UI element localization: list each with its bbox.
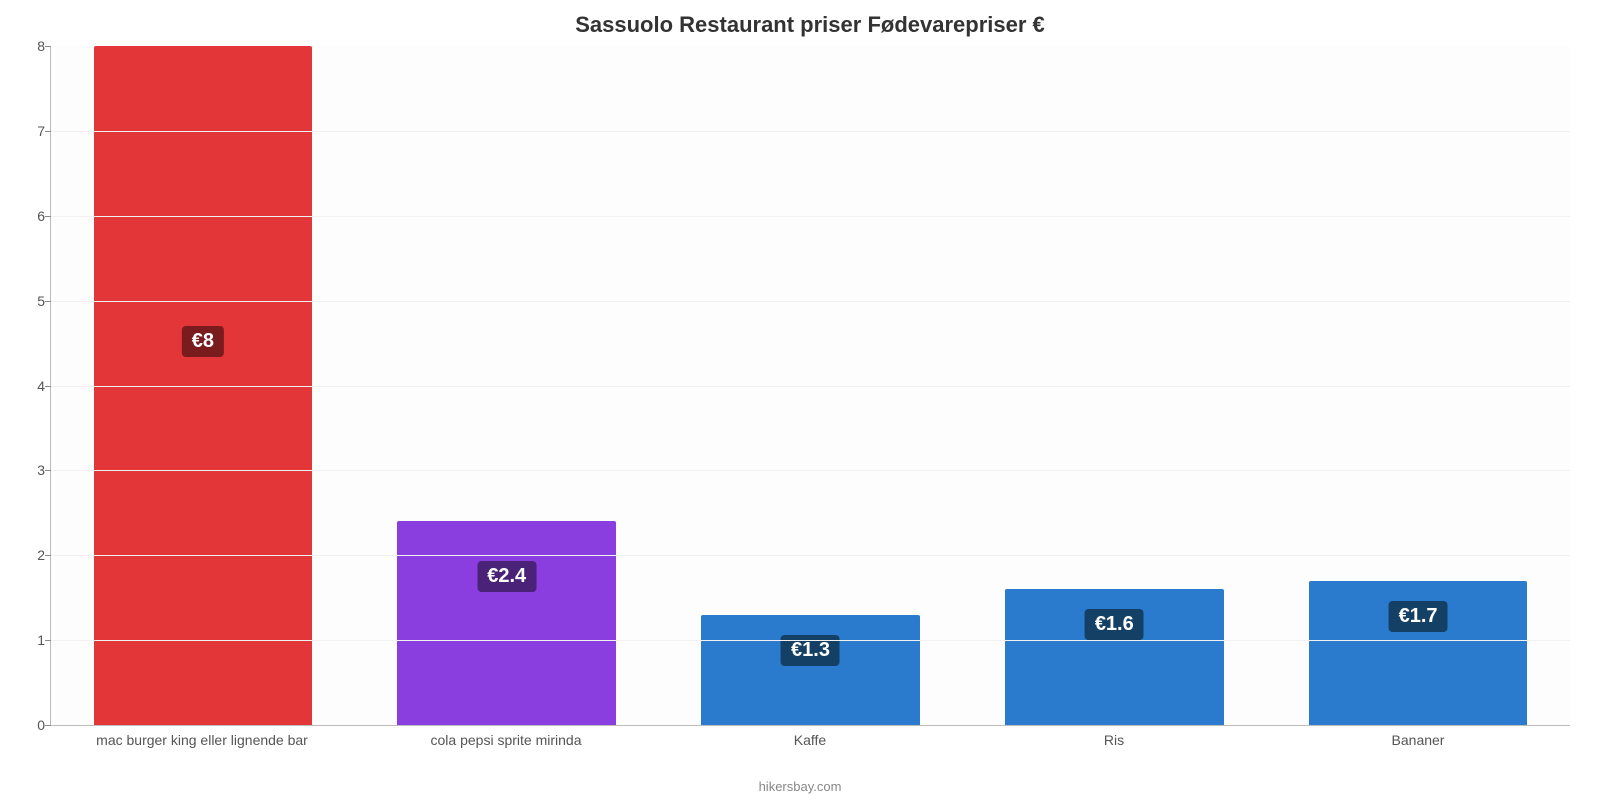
y-tick-label: 4 <box>23 378 45 394</box>
y-tick-mark <box>45 131 51 132</box>
y-tick-label: 5 <box>23 293 45 309</box>
y-tick-label: 3 <box>23 462 45 478</box>
x-tick-label: Kaffe <box>658 732 962 748</box>
x-axis-labels: mac burger king eller lignende barcola p… <box>50 732 1570 748</box>
grid-line <box>51 216 1570 217</box>
chart-title: Sassuolo Restaurant priser Fødevareprise… <box>50 12 1570 38</box>
y-tick-mark <box>45 555 51 556</box>
bar-value-label: €8 <box>182 326 224 357</box>
grid-line <box>51 470 1570 471</box>
x-tick-label: Bananer <box>1266 732 1570 748</box>
bar: €1.7 <box>1309 581 1528 725</box>
bar-value-label: €1.6 <box>1085 609 1144 640</box>
grid-line <box>51 555 1570 556</box>
grid-line <box>51 131 1570 132</box>
grid-line <box>51 301 1570 302</box>
y-tick-label: 0 <box>23 717 45 733</box>
y-tick-label: 2 <box>23 547 45 563</box>
chart-container: Sassuolo Restaurant priser Fødevareprise… <box>0 0 1600 800</box>
bar: €1.6 <box>1005 589 1224 725</box>
y-tick-label: 6 <box>23 208 45 224</box>
y-tick-mark <box>45 301 51 302</box>
x-tick-label: Ris <box>962 732 1266 748</box>
y-tick-mark <box>45 216 51 217</box>
x-tick-label: cola pepsi sprite mirinda <box>354 732 658 748</box>
y-tick-mark <box>45 386 51 387</box>
y-tick-label: 1 <box>23 632 45 648</box>
bar: €2.4 <box>397 521 616 725</box>
y-tick-mark <box>45 470 51 471</box>
plot-area: €8€2.4€1.3€1.6€1.7 012345678 <box>50 46 1570 726</box>
y-tick-mark <box>45 46 51 47</box>
bar-value-label: €2.4 <box>477 561 536 592</box>
y-tick-label: 7 <box>23 123 45 139</box>
chart-credit: hikersbay.com <box>0 779 1600 794</box>
grid-line <box>51 640 1570 641</box>
y-tick-mark <box>45 725 51 726</box>
x-tick-label: mac burger king eller lignende bar <box>50 732 354 748</box>
y-tick-mark <box>45 640 51 641</box>
grid-line <box>51 386 1570 387</box>
y-tick-label: 8 <box>23 38 45 54</box>
bar: €1.3 <box>701 615 920 725</box>
bar-value-label: €1.7 <box>1389 601 1448 632</box>
